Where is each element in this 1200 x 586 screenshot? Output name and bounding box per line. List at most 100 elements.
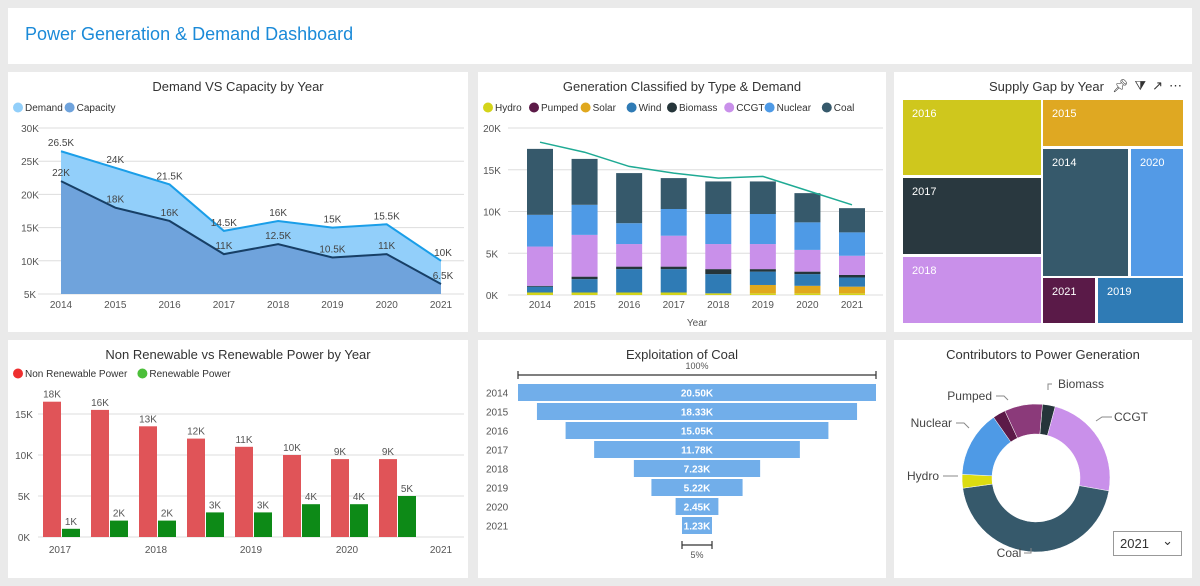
generation-type-card[interactable]: Generation Classified by Type & Demand 0… (478, 72, 886, 332)
contributors-card[interactable]: Contributors to Power Generation Biomass… (894, 340, 1192, 578)
y-tick-label: 5K (24, 290, 37, 301)
treemap-tile[interactable]: 2019 (1098, 278, 1183, 323)
bar-segment-wind (749, 271, 776, 285)
funnel-category-label: 2017 (486, 446, 509, 457)
bar-segment-biomass (839, 274, 865, 278)
donut-slice-other (1004, 403, 1043, 439)
funnel-bar (518, 384, 876, 401)
bar-segment-nuclear (660, 208, 687, 236)
bar-segment-coal (705, 181, 732, 215)
bar-segment-nuclear (839, 232, 865, 256)
bar-non-renewable (283, 455, 301, 537)
bar-segment-solar (839, 286, 865, 294)
leader-line (1047, 383, 1052, 390)
treemap-tile-label: 2016 (912, 108, 937, 120)
legend-marker (821, 102, 832, 113)
bar-segment-biomass (794, 271, 821, 275)
legend-label: Pumped (541, 103, 578, 114)
bar-segment-ccgt (527, 246, 553, 286)
focus-mode-icon[interactable]: ↗ (1152, 78, 1163, 93)
data-label: 6.5K (433, 271, 454, 282)
treemap-tile[interactable]: 2015 (1043, 100, 1183, 146)
funnel-category-label: 2020 (486, 503, 509, 514)
data-label: 3K (209, 500, 222, 511)
bar-segment-nuclear (616, 223, 643, 245)
legend-label: Wind (639, 103, 662, 114)
funnel-category-label: 2018 (486, 465, 509, 476)
more-options-icon[interactable]: ⋯ (1169, 78, 1182, 93)
bar-segment-ccgt (616, 244, 643, 267)
renewable-card[interactable]: Non Renewable vs Renewable Power by Year… (8, 340, 468, 578)
funnel-bar (682, 517, 712, 534)
legend-marker (724, 102, 735, 113)
treemap-tile[interactable]: 2016 (903, 100, 1041, 175)
funnel-value-label: 11.78K (681, 446, 713, 457)
bar-segment-ccgt (705, 244, 732, 270)
bar-non-renewable (139, 426, 157, 537)
funnel-category-label: 2014 (486, 389, 509, 400)
funnel-value-label: 20.50K (681, 389, 714, 400)
chart-title: Demand VS Capacity by Year (152, 79, 324, 94)
funnel-category-label: 2016 (486, 427, 509, 438)
chevron-down-icon: ⌄ (1162, 533, 1173, 548)
treemap-tile[interactable]: 2021 (1043, 278, 1095, 323)
x-tick-label: 2018 (267, 300, 290, 311)
bar-renewable (350, 504, 368, 537)
bottom-bracket (681, 541, 713, 549)
treemap-tile[interactable]: 2018 (903, 257, 1041, 323)
year-dropdown[interactable]: 2021 ⌄ (1113, 531, 1182, 556)
funnel-value-label: 7.23K (684, 465, 711, 476)
bar-segment-hydro (660, 292, 687, 295)
x-tick-label: 2019 (321, 300, 344, 311)
legend-label: Solar (593, 103, 617, 114)
data-label: 22K (52, 168, 70, 179)
chart-title: Contributors to Power Generation (946, 347, 1140, 362)
treemap-tile-label: 2018 (912, 265, 937, 277)
generation-type-chart: 0K 5K 10K 15K 20K 2014 2015 2016 2017 2018 2019 202… (483, 102, 883, 329)
line-capacity (60, 180, 442, 285)
funnel-bar (633, 460, 761, 477)
donut-slice-coal (962, 483, 1110, 553)
y-tick-label: 10K (15, 451, 33, 462)
x-tick-label: 2017 (49, 545, 72, 556)
x-tick-label: 2015 (104, 300, 127, 311)
data-label: 9K (334, 447, 347, 458)
bar-non-renewable (331, 459, 349, 537)
supply-gap-card[interactable]: Supply Gap by Year 📌︎ ⧩ ↗ ⋯ 2016 2017 2018… (894, 72, 1192, 332)
bar-segment-wind (705, 274, 732, 294)
demand-capacity-card[interactable]: Demand VS Capacity by Year 5K 10K 15K 20K 25… (8, 72, 468, 332)
renewable-chart: 0K 5K 10K 15K 18K 16K 13K 12K 11K 10K 9K 9K 1K 2K 2K 3K… (13, 368, 464, 556)
donut-slice-ccgt (1047, 406, 1111, 492)
filter-icon[interactable]: ⧩ (1134, 78, 1147, 93)
bar-segment-wind (527, 286, 553, 293)
bar-segment-coal (616, 173, 643, 224)
treemap-tile-label: 2020 (1140, 157, 1165, 169)
x-tick-label: 2014 (529, 300, 552, 311)
bar-non-renewable (379, 459, 397, 537)
data-label: 2K (161, 509, 174, 520)
treemap-tile-label: 2021 (1052, 286, 1077, 298)
bar-segment-solar (749, 284, 776, 294)
data-label: 18K (43, 390, 61, 401)
bar-segment-nuclear (794, 222, 821, 250)
data-label: 5K (401, 484, 414, 495)
bar-segment-coal (660, 178, 687, 209)
legend-label: Renewable Power (149, 369, 231, 380)
bar-renewable (158, 520, 176, 537)
x-tick-label: 2016 (158, 300, 181, 311)
data-label: 26.5K (48, 138, 74, 149)
bar-segment-ccgt (571, 234, 598, 277)
treemap-tile[interactable]: 2020 (1131, 149, 1183, 276)
coal-funnel-card[interactable]: Exploitation of Coal 100% 20.50K 2014 18.33… (478, 340, 886, 578)
bar-segment-biomass (616, 266, 643, 270)
bar-non-renewable (43, 401, 61, 537)
slice-label: Coal (997, 546, 1022, 560)
y-tick-label: 10K (483, 208, 501, 219)
pin-icon[interactable]: 📌︎ (1111, 78, 1129, 93)
bar-segment-biomass (749, 269, 776, 272)
bar-segment-hydro (839, 293, 865, 295)
bar-renewable (206, 512, 224, 537)
treemap-tile[interactable]: 2017 (903, 178, 1041, 254)
treemap-tile[interactable]: 2014 (1043, 149, 1128, 276)
funnel-value-label: 2.45K (684, 503, 711, 514)
